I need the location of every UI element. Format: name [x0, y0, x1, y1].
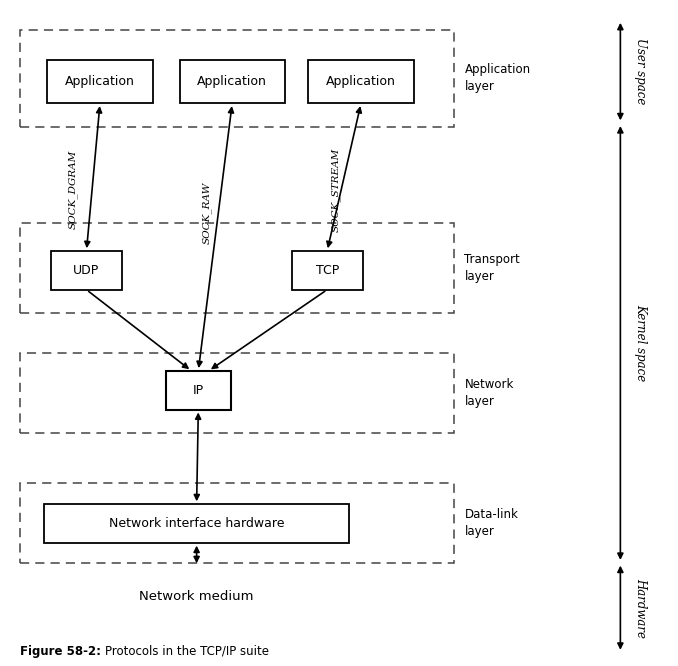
Bar: [20, 223, 454, 313]
Text: Transport
layer: Transport layer: [464, 253, 520, 284]
Bar: [47, 60, 153, 103]
Text: SOCK_RAW: SOCK_RAW: [202, 182, 212, 244]
Text: SOCK_STREAM: SOCK_STREAM: [331, 148, 340, 232]
Bar: [166, 371, 231, 410]
Text: Hardware: Hardware: [634, 577, 647, 638]
Text: Network
layer: Network layer: [464, 378, 514, 408]
Text: User space: User space: [634, 39, 647, 105]
Text: Application
layer: Application layer: [464, 63, 531, 93]
Text: Figure 58-2:: Figure 58-2:: [20, 645, 101, 658]
Text: TCP: TCP: [315, 264, 339, 277]
Text: Kernel space: Kernel space: [634, 304, 647, 382]
Text: Network interface hardware: Network interface hardware: [109, 517, 284, 530]
Text: UDP: UDP: [73, 264, 100, 277]
Bar: [20, 30, 454, 127]
Text: IP: IP: [193, 384, 204, 397]
Bar: [20, 353, 454, 433]
Text: Application: Application: [326, 75, 396, 88]
Bar: [292, 251, 363, 290]
Bar: [51, 251, 122, 290]
Text: Network medium: Network medium: [140, 589, 254, 603]
Text: Application: Application: [65, 75, 135, 88]
Bar: [180, 60, 285, 103]
Bar: [20, 483, 454, 563]
Text: Protocols in the TCP/IP suite: Protocols in the TCP/IP suite: [105, 645, 269, 658]
Text: SOCK_DGRAM: SOCK_DGRAM: [68, 151, 78, 229]
Bar: [44, 504, 349, 543]
Text: Application: Application: [197, 75, 267, 88]
Text: Data-link
layer: Data-link layer: [464, 507, 518, 538]
Bar: [308, 60, 414, 103]
